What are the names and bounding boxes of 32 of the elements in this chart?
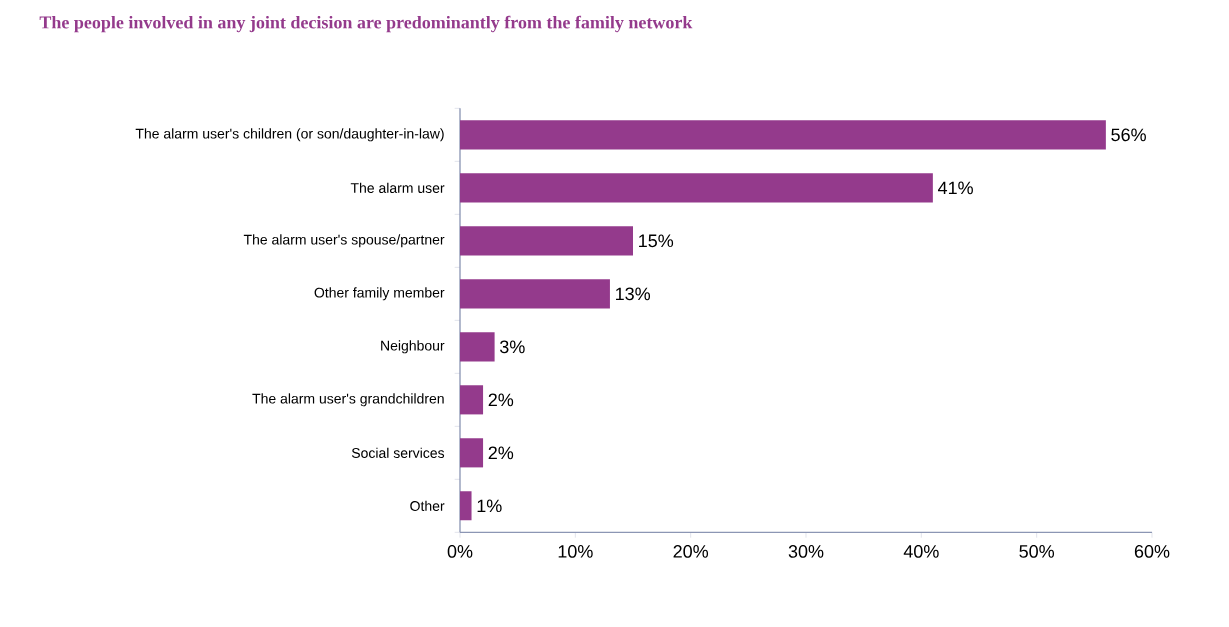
y-tick-label: The alarm user's grandchildren <box>252 393 444 407</box>
bar <box>460 226 633 256</box>
y-tick-label: Neighbour <box>381 340 445 354</box>
y-tick-label: The alarm user's children (or son/daughter-in-law) <box>135 128 444 142</box>
x-tick-label: 40% <box>903 545 939 558</box>
data-label: 3% <box>500 340 525 354</box>
data-label: 13% <box>616 287 651 301</box>
x-tick-label: 10% <box>558 545 593 558</box>
x-tick-label: 20% <box>673 545 709 558</box>
data-label: 1% <box>477 499 502 513</box>
bar <box>460 173 933 203</box>
data-label: 2% <box>488 446 514 460</box>
bar <box>460 120 1106 150</box>
data-label: 2% <box>488 393 514 407</box>
bar <box>460 279 610 309</box>
x-tick-label: 0% <box>447 545 473 558</box>
y-tick-label: The alarm user <box>350 182 445 193</box>
x-tick-label: 30% <box>788 545 824 558</box>
y-tick-label: The alarm user's spouse/partner <box>243 234 445 248</box>
data-label: 15% <box>639 234 674 248</box>
bar <box>460 438 484 468</box>
x-tick-label: 60% <box>1134 545 1170 558</box>
bar <box>460 491 472 521</box>
data-label: 41% <box>937 181 973 195</box>
y-tick-label: Other family member <box>314 287 445 301</box>
x-tick-label: 50% <box>1019 545 1055 558</box>
data-label: 56% <box>1111 128 1146 142</box>
chart-title: The people involved in any joint decision are predominantly from the family network <box>39 15 693 33</box>
y-tick-label: Other <box>410 500 445 511</box>
y-tick-label: Social services <box>351 447 445 458</box>
bar <box>460 332 495 362</box>
bar <box>460 385 484 415</box>
